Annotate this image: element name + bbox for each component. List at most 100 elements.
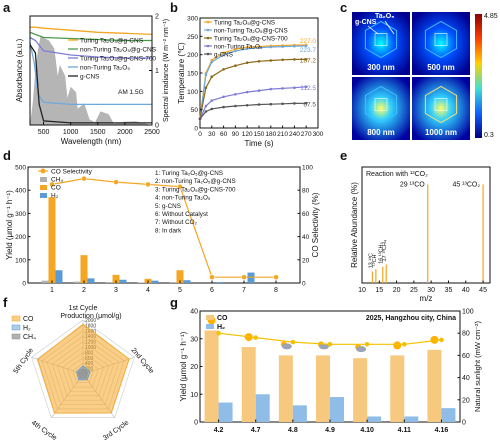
y-tick-label: 200 bbox=[187, 52, 198, 59]
y2-axis-label: Spectral irradiance (W m⁻² nm⁻¹) bbox=[163, 19, 170, 122]
y2-tick-label: 60 bbox=[462, 353, 470, 360]
x-tick-label: 4.9 bbox=[325, 427, 335, 434]
end-value-label-4: 67.5 bbox=[303, 101, 316, 108]
temp-point-3 bbox=[281, 87, 284, 90]
bar-CO-1 bbox=[48, 197, 56, 283]
x-tick-label: 240 bbox=[289, 131, 300, 138]
peak-label-13: 13 ¹³C bbox=[368, 253, 374, 268]
selectivity-line bbox=[51, 177, 276, 278]
y-tick-label: 50 bbox=[191, 107, 199, 114]
bar-CH₄-2 bbox=[73, 281, 81, 283]
bar-CH₄-5 bbox=[169, 282, 177, 283]
ta2o5-core-3 bbox=[434, 98, 448, 111]
bar-CH₄-3 bbox=[105, 282, 113, 283]
selectivity-point-3 bbox=[145, 181, 151, 188]
sample-key-6: 6: Without Catalyst bbox=[155, 211, 208, 218]
x-tick-label: 15 bbox=[375, 287, 383, 294]
sunlight-point-3 bbox=[327, 342, 333, 347]
sunlight-point-2 bbox=[290, 339, 296, 345]
temp-point-1 bbox=[204, 73, 208, 77]
panel-letter-e: e bbox=[340, 148, 347, 163]
heatmap-cell-2 bbox=[352, 77, 410, 140]
y-tick-label: 500 bbox=[15, 165, 26, 172]
bar-H₂-4.8 bbox=[292, 405, 307, 422]
sunlight-point-6 bbox=[439, 337, 444, 343]
y2-tick-label: 2 bbox=[155, 14, 159, 21]
x-tick-label: 2 bbox=[82, 287, 86, 294]
legend-label-0: Turing Ta₂O₅@g-CNS bbox=[214, 20, 275, 27]
radar-ring-9 bbox=[31, 319, 135, 419]
legend-marker-2 bbox=[206, 36, 210, 40]
y-tick-label: 0 bbox=[194, 420, 198, 427]
temp-point-1 bbox=[304, 44, 308, 48]
temp-point-1 bbox=[269, 45, 273, 49]
bar-CO-4.11 bbox=[390, 355, 405, 422]
legend-label-0: CO bbox=[217, 315, 228, 322]
x-tick-label: 4.2 bbox=[214, 427, 224, 434]
temp-point-1 bbox=[210, 60, 214, 64]
bar-H₂-2 bbox=[87, 278, 95, 283]
x-tick-label: 8 bbox=[274, 287, 278, 294]
sunlight-point-4 bbox=[364, 342, 370, 347]
x-tick-label: 20 bbox=[393, 287, 401, 294]
radar-axis-label-0: 1st Cycle bbox=[69, 305, 98, 312]
temp-point-1 bbox=[222, 53, 225, 56]
x-tick-label: 4 bbox=[146, 287, 150, 294]
cloud-icon-3 bbox=[319, 343, 329, 350]
legend-swatch-2 bbox=[11, 333, 21, 340]
x-tick-label: 7 bbox=[242, 287, 246, 294]
temp-point-1 bbox=[257, 46, 261, 49]
bar-H₂-5 bbox=[183, 280, 191, 283]
sunlight-point-1 bbox=[253, 335, 258, 340]
sample-key-4: 4: non-Turing Ta₂O₅ bbox=[155, 195, 211, 202]
y-tick-label: 100 bbox=[187, 89, 198, 96]
x-tick-label: 2000 bbox=[117, 129, 133, 136]
temp-point-2 bbox=[222, 68, 225, 71]
radar-axis-label-4: 5th Cycle bbox=[13, 347, 36, 375]
cell-label-3: 1000 nm bbox=[425, 128, 457, 137]
bar-CO-4.8 bbox=[278, 355, 293, 422]
y-tick-label: 200 bbox=[15, 234, 26, 241]
temp-point-4 bbox=[210, 107, 214, 111]
temp-point-2 bbox=[245, 61, 249, 64]
temp-point-2 bbox=[210, 75, 214, 78]
x-tick-label: 90 bbox=[232, 131, 240, 138]
legend-marker-0 bbox=[206, 20, 210, 24]
radar-ring-label-8: 1800 bbox=[85, 323, 96, 329]
y2-axis-label: Natural sunlight (mW cm⁻²) bbox=[473, 320, 482, 412]
x-tick-label: 30 bbox=[427, 287, 435, 294]
bar-CO-4.9 bbox=[316, 355, 330, 422]
x-tick-label: 4.11 bbox=[398, 427, 411, 434]
x-tick-label: 35 bbox=[445, 287, 453, 294]
temp-point-2 bbox=[269, 59, 273, 62]
bar-CO-4.16 bbox=[427, 349, 442, 422]
pointer-arrow-2 bbox=[384, 20, 395, 35]
bar-CO-5 bbox=[176, 270, 184, 283]
y-tick-label: 300 bbox=[187, 16, 198, 23]
temp-point-3 bbox=[257, 89, 261, 92]
radar-title: Production (μmol/g) bbox=[60, 313, 121, 320]
y-axis-label: Temperature (℃) bbox=[177, 42, 186, 104]
legend-label-0: Turing Ta₂O₅@g-CNS bbox=[80, 38, 144, 45]
x-tick-label: 1000 bbox=[63, 129, 79, 136]
y-axis-label: Yield (μmol g⁻¹ h⁻¹) bbox=[179, 331, 188, 401]
selectivity-point-5 bbox=[209, 274, 215, 280]
temp-point-1 bbox=[245, 47, 249, 51]
peak-label-17: 17 ¹³CH₄ bbox=[382, 239, 388, 261]
colorbar bbox=[475, 14, 482, 138]
temp-point-3 bbox=[269, 87, 273, 91]
legend-label-3: H₂ bbox=[51, 193, 59, 200]
sample-key-1: 1: Turing Ta₂O₅@g-CNS bbox=[155, 170, 223, 177]
legend-label-1: CH₄ bbox=[51, 177, 63, 184]
ta2o5-core-1 bbox=[434, 33, 448, 46]
bar-CO-4.2 bbox=[204, 330, 219, 422]
legend-selectivity-marker bbox=[40, 168, 46, 174]
hexagon-outline-3 bbox=[424, 85, 458, 124]
temp-point-3 bbox=[210, 99, 214, 102]
x-axis-label: m/z bbox=[420, 294, 433, 303]
y-axis-label: Yield (μmol g⁻¹ h⁻¹) bbox=[5, 190, 14, 260]
legend-label-2: CH₄ bbox=[23, 334, 36, 341]
x-tick-label: 10 bbox=[358, 287, 366, 294]
